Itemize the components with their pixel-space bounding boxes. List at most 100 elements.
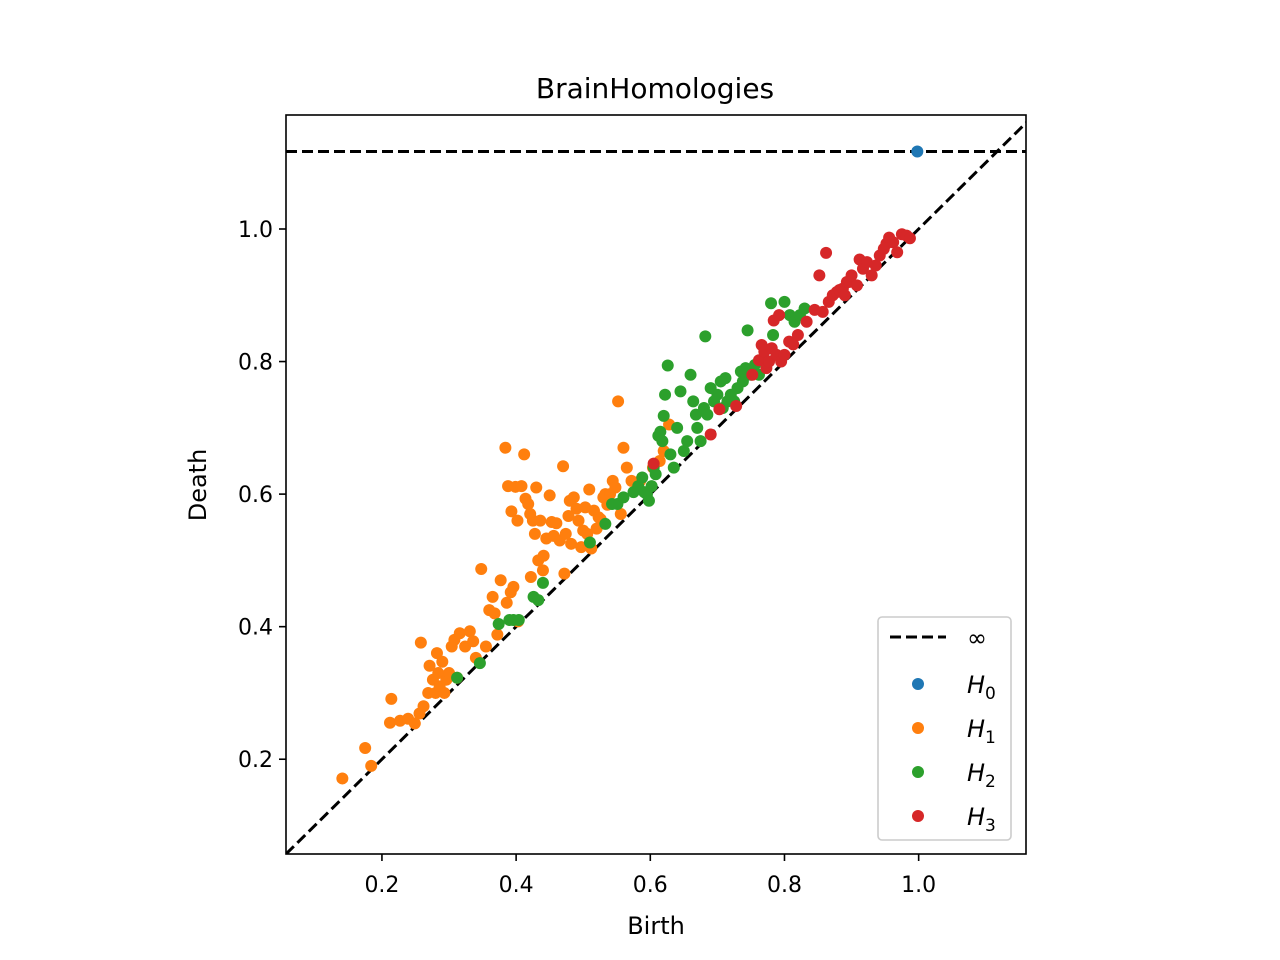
point-h1	[567, 491, 580, 504]
point-h2	[659, 388, 672, 401]
point-h1	[536, 564, 549, 577]
point-h2	[492, 618, 505, 631]
point-h2	[674, 385, 687, 398]
point-h2	[778, 295, 791, 308]
point-h3	[787, 338, 800, 351]
point-h1	[558, 567, 571, 580]
point-h2	[661, 359, 674, 372]
x-axis-label: Birth	[627, 912, 685, 940]
point-h1	[557, 460, 570, 473]
point-h2	[667, 461, 680, 474]
point-h1	[475, 563, 488, 576]
point-h1	[467, 635, 480, 648]
point-h1	[559, 527, 572, 540]
point-h2	[532, 594, 545, 607]
point-h2	[536, 576, 549, 589]
point-h2	[636, 471, 649, 484]
point-h1	[432, 667, 445, 680]
point-h2	[657, 409, 670, 422]
point-h2	[681, 435, 694, 448]
legend-h2-label: H2	[967, 759, 996, 792]
point-h2	[664, 448, 677, 461]
point-h2	[645, 480, 658, 493]
point-h2	[671, 421, 684, 434]
point-h3	[730, 399, 743, 412]
point-h1	[518, 448, 531, 461]
point-h1	[479, 640, 492, 653]
point-h2	[689, 408, 702, 421]
legend-infinity-label: ∞	[967, 624, 987, 652]
point-h1	[617, 441, 630, 454]
point-h3	[816, 305, 829, 318]
series-h3-points	[647, 228, 916, 470]
point-h3	[820, 246, 833, 259]
series-h2-points	[451, 295, 811, 684]
point-h1	[359, 741, 372, 754]
point-h2	[599, 517, 612, 530]
point-h2	[473, 657, 486, 670]
points-layer	[336, 145, 924, 785]
point-h2	[677, 445, 690, 458]
point-h1	[365, 759, 378, 772]
legend-h2-marker	[912, 766, 924, 778]
point-h2	[736, 375, 749, 388]
x-tick-label: 0.8	[767, 873, 802, 898]
legend-h3-label: H3	[967, 803, 996, 836]
point-h1	[550, 517, 563, 530]
point-h1	[511, 514, 524, 527]
y-tick-label: 0.4	[238, 616, 273, 641]
legend-h1-marker	[912, 722, 924, 734]
point-h1	[414, 636, 427, 649]
y-tick-label: 0.2	[238, 748, 273, 773]
point-h1	[524, 570, 537, 583]
plot-area: 0.2 0.4 0.6 0.8 1.0 0.2 0.4 0.6 0.8 1.0	[238, 114, 1027, 898]
x-axis-ticks: 0.2 0.4 0.6 0.8 1.0	[364, 854, 936, 898]
point-h1	[530, 481, 543, 494]
y-tick-label: 1.0	[238, 218, 273, 243]
point-h1	[488, 607, 501, 620]
legend-frame	[877, 616, 1012, 841]
point-h2	[741, 324, 754, 337]
point-h1	[423, 659, 436, 672]
point-h2	[684, 368, 697, 381]
point-h3	[752, 354, 765, 367]
point-h2	[649, 468, 662, 481]
point-h2	[694, 435, 707, 448]
point-h2	[687, 395, 700, 408]
point-h3	[800, 315, 813, 328]
point-h1	[609, 481, 622, 494]
point-h1	[417, 700, 430, 713]
legend-h0-label: H0	[967, 671, 996, 704]
point-h3	[813, 269, 826, 282]
point-h2	[699, 330, 712, 343]
point-h3	[746, 368, 759, 381]
point-h2	[701, 408, 714, 421]
x-tick-label: 0.4	[499, 873, 534, 898]
point-h0	[911, 145, 924, 158]
point-h1	[507, 580, 520, 593]
point-h1	[583, 483, 596, 496]
point-h2	[654, 425, 667, 438]
legend-h0-marker	[912, 678, 924, 690]
point-h2	[767, 329, 780, 342]
point-h2	[642, 494, 655, 507]
point-h3	[838, 289, 851, 302]
point-h1	[614, 507, 627, 520]
legend-h3-marker	[912, 810, 924, 822]
point-h1	[463, 625, 476, 638]
point-h1	[336, 772, 349, 785]
x-tick-label: 1.0	[901, 873, 936, 898]
point-h2	[711, 388, 724, 401]
point-h2	[656, 435, 669, 448]
point-h2	[798, 302, 811, 315]
point-h2	[512, 614, 525, 627]
point-h3	[869, 259, 882, 272]
series-h0-points	[911, 145, 924, 158]
point-h1	[385, 692, 398, 705]
point-h1	[572, 514, 585, 527]
point-h2	[765, 297, 778, 310]
y-axis-ticks: 0.2 0.4 0.6 0.8 1.0	[238, 218, 286, 773]
point-h1	[505, 505, 518, 518]
point-h3	[865, 269, 878, 282]
